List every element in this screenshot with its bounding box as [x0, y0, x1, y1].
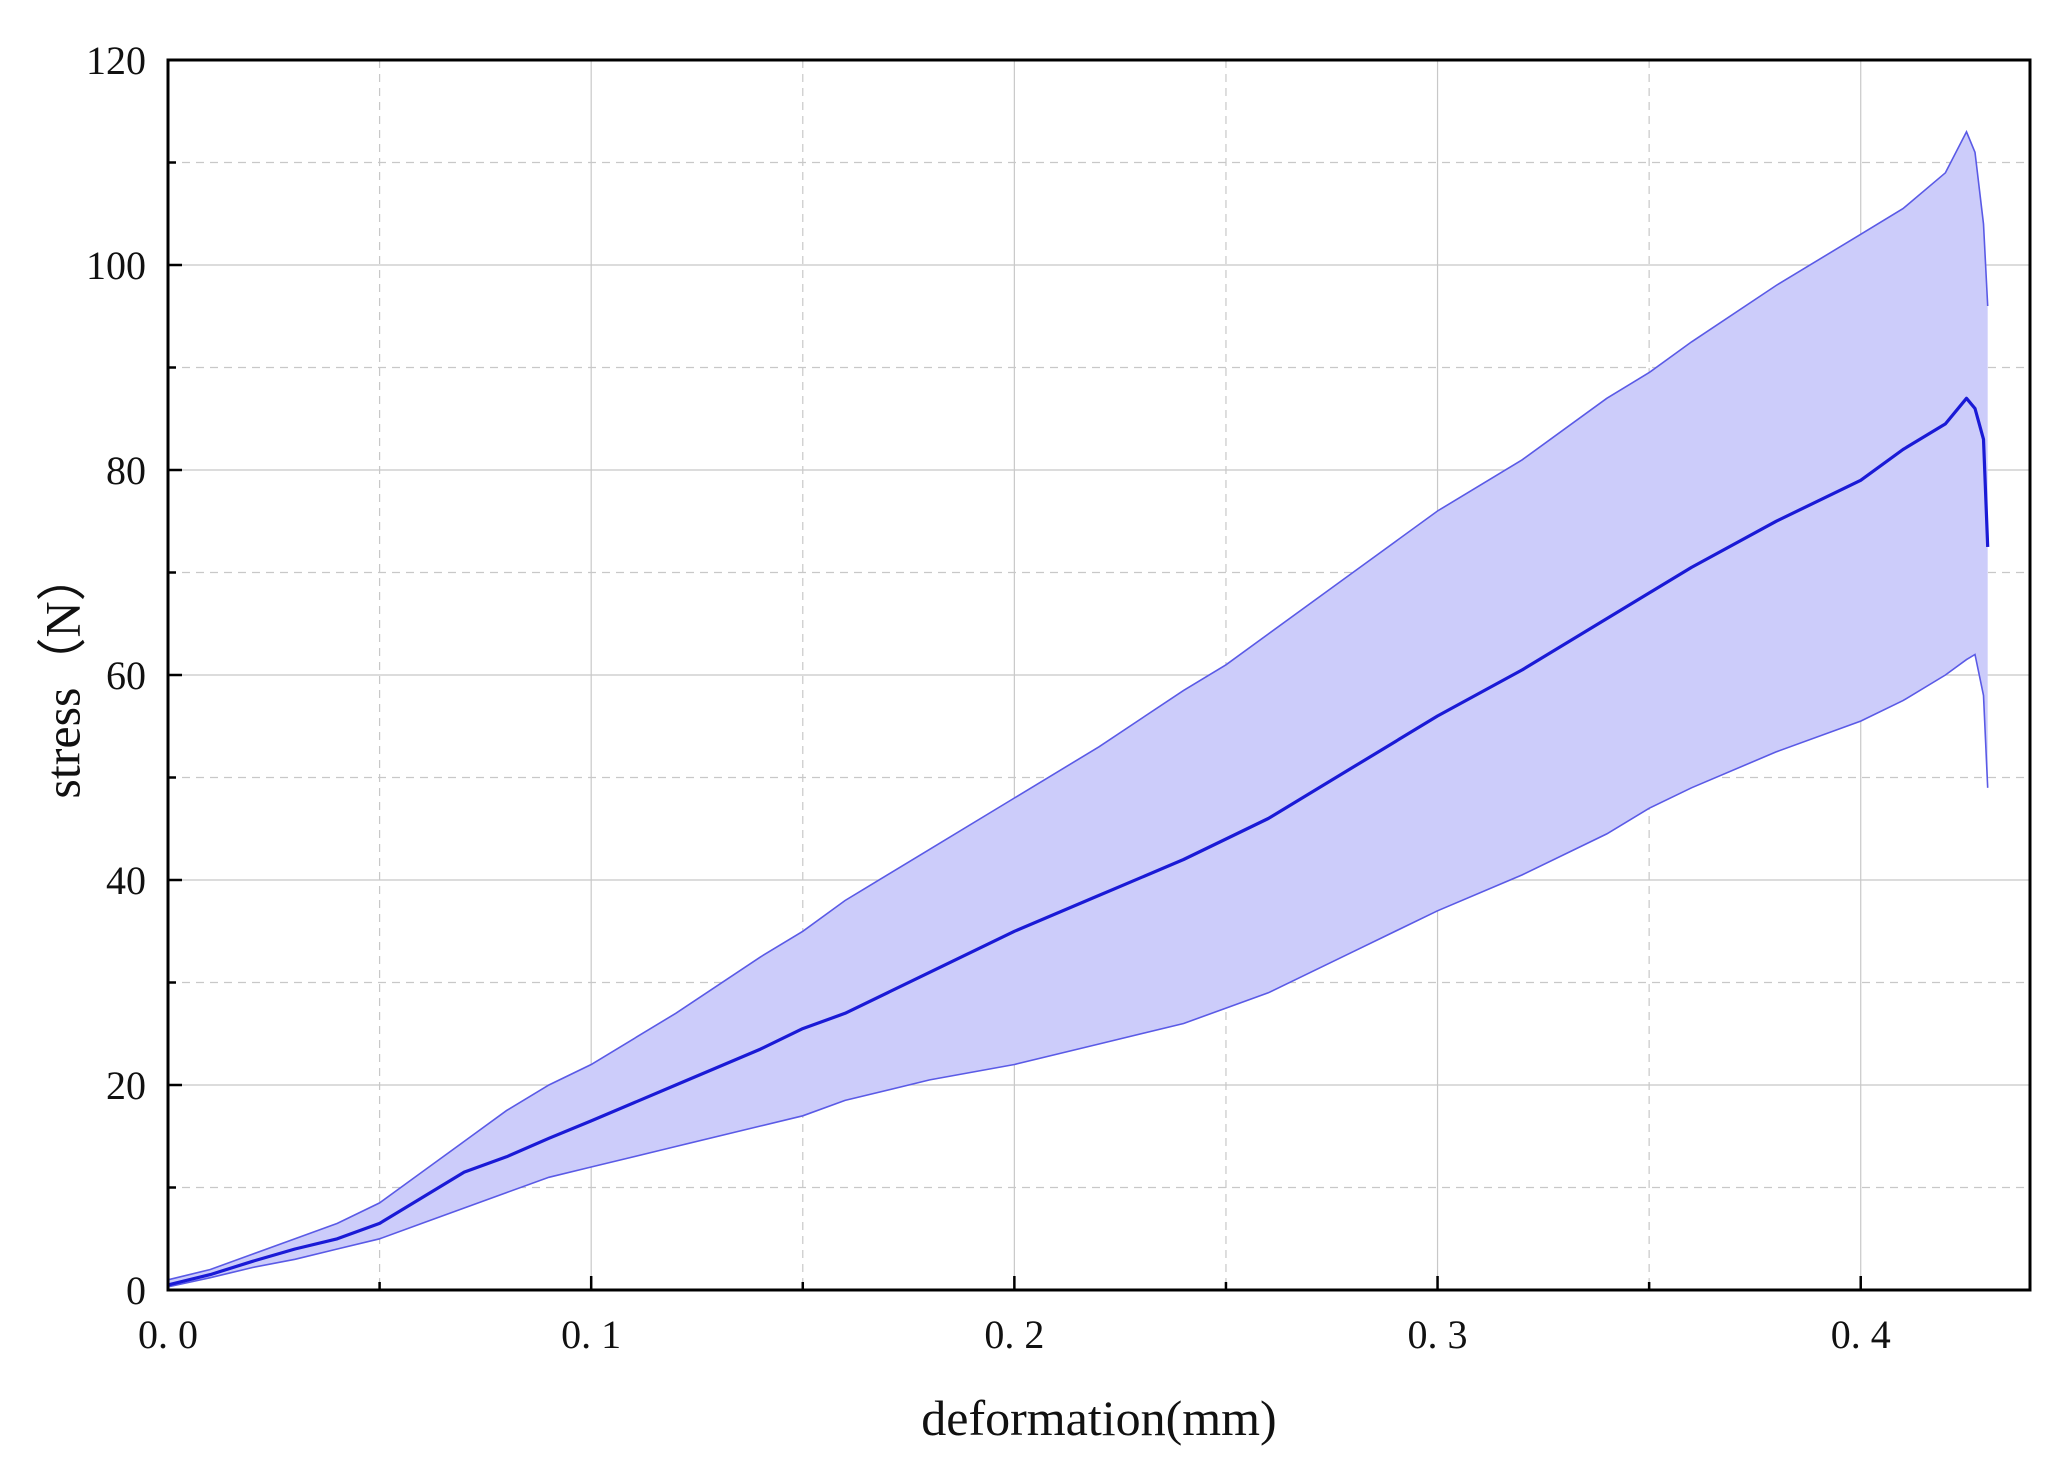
upper-bound-line [167, 129, 1989, 1281]
x-tick-label: 0. 4 [1831, 1312, 1891, 1357]
y-axis-title: stress（N） [34, 551, 90, 798]
y-tick-label: 60 [106, 653, 146, 698]
y-tick-label: 20 [106, 1063, 146, 1108]
y-tick-label: 80 [106, 448, 146, 493]
y-tick-label: 120 [86, 38, 146, 83]
x-tick-labels: 0. 0 0. 1 0. 2 0. 3 0. 4 [138, 1312, 1891, 1357]
range-band [168, 131, 1988, 1287]
y-tick-label: 100 [86, 243, 146, 288]
x-axis-title: deformation(mm) [921, 1390, 1276, 1446]
lower-bound-line [167, 653, 1989, 1288]
y-tick-label: 40 [106, 858, 146, 903]
y-tick-label: 0 [126, 1268, 146, 1313]
axis-ticks [166, 58, 1862, 1292]
x-tick-label: 0. 2 [984, 1312, 1044, 1357]
x-tick-label: 0. 0 [138, 1312, 198, 1357]
mean-line [167, 396, 1990, 1287]
x-tick-label: 0. 1 [561, 1312, 621, 1357]
x-tick-label: 0. 3 [1408, 1312, 1468, 1357]
y-tick-labels: 0 20 40 60 80 100 120 [86, 38, 146, 1313]
